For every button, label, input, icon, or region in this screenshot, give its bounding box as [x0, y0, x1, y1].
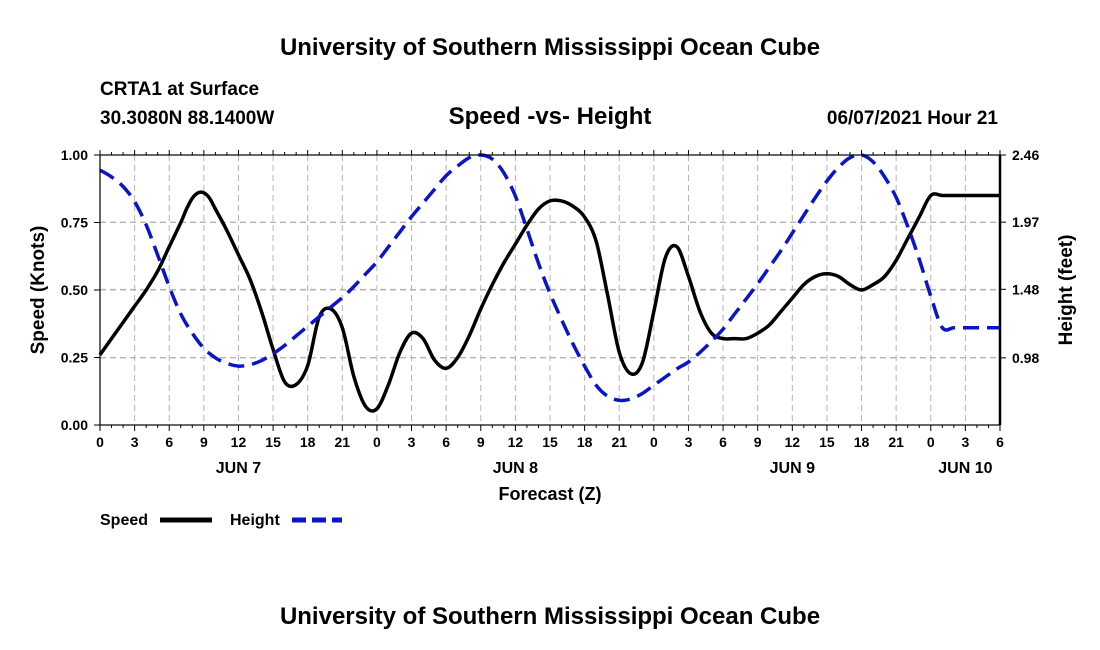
x-tick-label: 12	[231, 434, 247, 450]
series	[98, 153, 1000, 413]
x-tick-label: 18	[300, 434, 316, 450]
y2-axis-title: Height (feet)	[1056, 235, 1077, 346]
x-tick-label: 3	[131, 434, 139, 450]
x-tick-label: 3	[685, 434, 693, 450]
y-tick-label: 1.00	[61, 147, 88, 163]
x-tick-label: 0	[373, 434, 381, 450]
x-tick-label: 6	[996, 434, 1004, 450]
y-tick-label: 0.00	[61, 417, 88, 433]
x-tick-label: 18	[854, 434, 870, 450]
title-top: University of Southern Mississippi Ocean…	[280, 34, 820, 61]
x-tick-label: 9	[477, 434, 485, 450]
x-tick-label: 0	[96, 434, 104, 450]
x-axis-title: Forecast (Z)	[498, 484, 601, 504]
x-tick-label: 15	[265, 434, 281, 450]
station-label: CRTA1 at Surface	[100, 79, 259, 100]
x-tick-label: 3	[961, 434, 969, 450]
x-tick-label: 0	[927, 434, 935, 450]
legend-speed-label: Speed	[100, 512, 148, 529]
x-tick-label: 18	[577, 434, 593, 450]
y-tick-label: 0.75	[61, 215, 88, 231]
x-tick-label: 6	[442, 434, 450, 450]
y-tick-label: 0.25	[61, 350, 88, 366]
datetime-label: 06/07/2021 Hour 21	[827, 108, 999, 129]
x-tick-label: 12	[785, 434, 801, 450]
x-tick-label: 6	[165, 434, 173, 450]
x-tick-label: 15	[542, 434, 558, 450]
x-day-label: JUN 8	[493, 460, 538, 477]
y2-tick-label: 2.46	[1012, 147, 1039, 163]
y2-tick-label: 1.48	[1012, 281, 1039, 297]
x-tick-label: 9	[754, 434, 762, 450]
x-tick-label: 21	[888, 434, 904, 450]
chart-title: Speed -vs- Height	[449, 103, 652, 130]
y-axis-title: Speed (Knots)	[28, 226, 49, 355]
x-tick-label: 21	[611, 434, 627, 450]
axes: 0 3 6 9 12 15 18 21 0 3 6 9 12 15 18 21 0 3 6 9 12 15 18 21 0 3 6 0…	[61, 147, 1040, 477]
y-tick-label: 0.50	[61, 282, 88, 298]
x-tick-label: 0	[650, 434, 658, 450]
x-day-label: JUN 9	[770, 460, 815, 477]
y2-tick-label: 1.97	[1012, 214, 1039, 230]
x-day-label: JUN 10	[938, 460, 992, 477]
x-day-label: JUN 7	[216, 460, 261, 477]
x-tick-label: 21	[335, 434, 351, 450]
x-tick-label: 15	[819, 434, 835, 450]
series-line-speed	[98, 190, 1000, 413]
series-line-height	[99, 153, 1000, 403]
x-tick-label: 12	[508, 434, 524, 450]
x-tick-label: 6	[719, 434, 727, 450]
x-tick-label: 3	[408, 434, 416, 450]
legend-height-label: Height	[230, 512, 280, 529]
y2-tick-label: 0.98	[1012, 350, 1039, 366]
title-bottom: University of Southern Mississippi Ocean…	[280, 603, 820, 630]
x-tick-label: 9	[200, 434, 208, 450]
coords-label: 30.3080N 88.1400W	[100, 108, 274, 129]
